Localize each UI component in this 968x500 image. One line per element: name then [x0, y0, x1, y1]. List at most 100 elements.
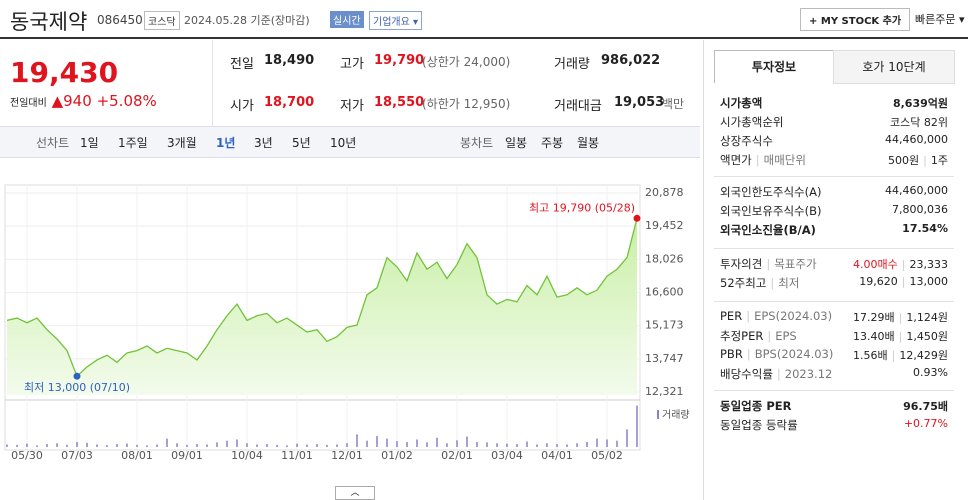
quote-label: 거래대금 [554, 99, 602, 114]
period-tab[interactable]: 3년 [254, 136, 273, 150]
info-value: 코스닥 82위 [890, 114, 948, 130]
separator: | [901, 258, 906, 271]
value-part: 8,639억원 [892, 97, 948, 110]
info-label: 시가총액순위 [720, 114, 783, 130]
info-value: +0.77% [904, 417, 948, 430]
current-price: 19,430 [10, 56, 119, 89]
change-value: 940 [63, 92, 92, 110]
x-tick-label: 05/02 [591, 449, 623, 462]
candle-tab[interactable]: 주봉 [541, 136, 564, 150]
period-tab[interactable]: 1일 [80, 136, 99, 150]
label-part: 매매단위 [763, 153, 806, 167]
value-part: 0.93% [913, 366, 948, 379]
low-label: 최저 13,000 (07/10) [24, 381, 130, 394]
label-part: PER [720, 309, 743, 323]
info-label: 외국인보유주식수(B) [720, 203, 822, 219]
info-label: 배당수익률 | 2023.12 [720, 366, 832, 382]
date: 2024.05.28 기준(장마감) [184, 14, 310, 27]
y-tick-label: 16,600 [645, 285, 684, 298]
high-marker [633, 214, 641, 222]
info-value: 0.93% [913, 366, 948, 379]
x-tick-label: 03/04 [491, 449, 523, 462]
separator: | [901, 275, 906, 288]
candle-tab[interactable]: 월봉 [577, 136, 600, 150]
label-part: EPS(2024.03) [754, 309, 833, 323]
label-part: 동일업종 PER [720, 399, 792, 413]
period-tab[interactable]: 3개월 [167, 136, 197, 150]
y-tick-label: 19,452 [645, 219, 684, 232]
info-value: 17.54% [902, 222, 948, 235]
info-label: 시가총액 [720, 95, 762, 111]
x-tick-label: 05/30 [11, 449, 43, 462]
high-label: 최고 19,790 (05/28) [529, 201, 635, 214]
quote-label: 전일 [230, 57, 254, 72]
x-tick-label: 11/01 [281, 449, 313, 462]
realtime-badge[interactable]: 실시간 [330, 11, 364, 28]
value-part: 13,000 [909, 275, 949, 288]
tab[interactable]: 투자정보 [714, 50, 834, 83]
tab[interactable]: 호가 10단계 [833, 50, 955, 84]
company-button[interactable]: 기업개요 ▾ [369, 11, 423, 30]
period-tab[interactable]: 1년 [216, 136, 236, 150]
header-rule [0, 37, 968, 39]
value-part: 1.56배 [853, 349, 888, 362]
separator: | [898, 330, 903, 343]
info-label: 동일업종 PER [720, 398, 791, 414]
toolbar-label: 봉차트 [460, 136, 494, 150]
quote-value: 19,790 [374, 53, 425, 68]
label-part: 외국인소진율(B/A) [720, 223, 816, 237]
collapse-button[interactable]: ︿ [335, 486, 375, 500]
label-part: 동일업종 등락률 [720, 418, 798, 432]
section-rule [714, 301, 954, 302]
label-part: 배당수익률 [720, 367, 773, 381]
separator: | [923, 154, 927, 167]
order-button[interactable]: 빠른주문 ▾ [915, 13, 965, 26]
section-rule [714, 248, 954, 249]
price-area [7, 218, 637, 395]
period-tab[interactable]: 10년 [330, 136, 357, 150]
value-part: 17.29배 [853, 311, 895, 324]
quote-label: 고가 [340, 57, 364, 72]
quote-value: 19,053 [614, 95, 665, 110]
label-part: 투자의견 [720, 257, 763, 271]
label-part: EPS [775, 329, 797, 343]
x-tick-label: 10/04 [231, 449, 263, 462]
y-tick-label: 18,026 [645, 252, 684, 265]
period-tab[interactable]: 5년 [292, 136, 311, 150]
stock-code: 086450 [97, 13, 143, 27]
value-part: 1,124원 [906, 311, 948, 324]
info-label: 동일업종 등락률 [720, 417, 798, 433]
value-part: 1주 [930, 154, 948, 167]
info-value: 1.56배 | 12,429원 [853, 347, 948, 363]
info-panel [703, 40, 968, 500]
info-value: 44,460,000 [885, 133, 948, 146]
label-part: 추정PER [720, 329, 764, 343]
info-value: 19,620 | 13,000 [859, 275, 948, 288]
value-part: 17.54% [902, 222, 948, 235]
quote-extra: (하한가 12,950) [422, 97, 511, 111]
company-text: 기업개요 [373, 17, 410, 28]
separator: | [746, 309, 751, 323]
value-part: +0.77% [903, 417, 948, 430]
separator: | [770, 276, 775, 290]
value-part: 500원 [888, 154, 920, 167]
label-part: 외국인한도주식수(A) [720, 185, 822, 199]
period-tab[interactable]: 1주일 [118, 136, 148, 150]
separator: | [898, 311, 903, 324]
x-tick-label: 12/01 [331, 449, 363, 462]
separator: | [776, 367, 781, 381]
volume-legend: 거래량 [662, 409, 690, 421]
mystock-button[interactable]: + MY STOCK 추가 [800, 8, 911, 31]
info-label: PBR | BPS(2024.03) [720, 347, 833, 361]
label-part: 52주최고 [720, 276, 767, 290]
info-label: 외국인한도주식수(A) [720, 184, 821, 200]
separator: | [766, 257, 771, 271]
candle-tab[interactable]: 일봉 [505, 136, 528, 150]
quote-label: 저가 [340, 99, 364, 114]
section-rule [714, 390, 954, 391]
label-part: 시가총액순위 [720, 115, 784, 129]
quote-label: 시가 [230, 99, 254, 114]
info-label: PER | EPS(2024.03) [720, 309, 832, 323]
x-tick-label: 09/01 [171, 449, 203, 462]
info-value: 13.40배 | 1,450원 [853, 328, 948, 344]
